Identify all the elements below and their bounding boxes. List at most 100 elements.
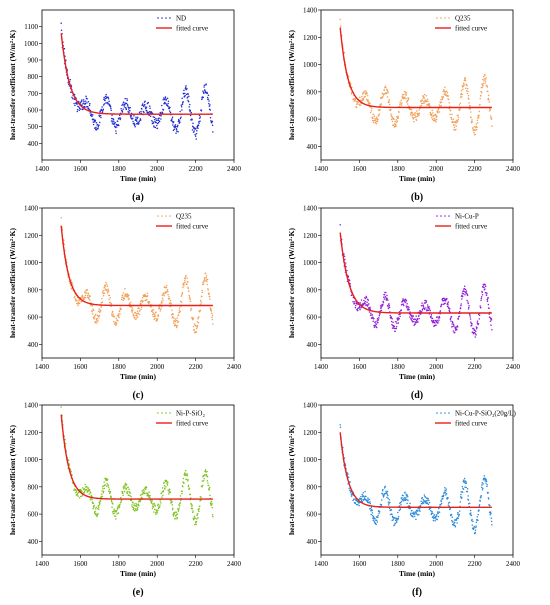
- data-point: [468, 98, 470, 100]
- data-point: [487, 94, 490, 97]
- data-point: [348, 278, 350, 281]
- data-point: [463, 84, 465, 86]
- data-point: [132, 313, 134, 315]
- data-point: [436, 115, 438, 117]
- data-point: [440, 305, 442, 308]
- data-point: [184, 281, 186, 283]
- data-point: [177, 124, 179, 127]
- y-tick-label: 800: [307, 483, 318, 491]
- data-point: [189, 109, 192, 112]
- data-point: [113, 508, 115, 510]
- data-point: [412, 516, 414, 518]
- data-point: [404, 96, 406, 98]
- data-point: [209, 494, 211, 497]
- y-tick-label: 700: [28, 90, 39, 98]
- data-point: [193, 515, 196, 518]
- data-point: [207, 94, 210, 96]
- data-point: [437, 108, 440, 110]
- data-point: [464, 76, 466, 79]
- y-tick-label: 1200: [24, 232, 39, 240]
- data-point: [370, 509, 372, 512]
- data-point: [80, 495, 82, 498]
- data-point: [378, 114, 380, 117]
- x-tick-label: 1800: [391, 560, 406, 568]
- data-point: [155, 121, 157, 124]
- data-point: [447, 304, 449, 306]
- data-point: [134, 124, 136, 126]
- data-point: [425, 100, 428, 102]
- data-point: [415, 315, 417, 317]
- data-point: [384, 296, 387, 298]
- data-point: [133, 122, 136, 125]
- data-point: [366, 98, 368, 101]
- data-point: [202, 283, 205, 285]
- data-point: [482, 82, 485, 85]
- data-point: [174, 124, 177, 126]
- data-point: [211, 120, 214, 123]
- data-point: [110, 120, 113, 122]
- data-point: [444, 494, 447, 496]
- data-point: [362, 93, 364, 95]
- data-point: [377, 321, 379, 324]
- data-point: [159, 310, 162, 312]
- data-point: [127, 486, 129, 489]
- data-point: [397, 117, 400, 119]
- data-point: [63, 47, 66, 50]
- data-point: [204, 469, 207, 471]
- data-point: [119, 117, 122, 119]
- legend-marker: [436, 215, 438, 217]
- data-point: [125, 293, 127, 295]
- data-point: [475, 526, 477, 529]
- data-point: [360, 497, 362, 500]
- data-point: [375, 118, 377, 121]
- data-point: [114, 323, 116, 325]
- data-point: [480, 496, 482, 499]
- data-point: [365, 495, 367, 498]
- data-point: [205, 277, 207, 279]
- data-point: [367, 99, 370, 101]
- data-point: [165, 286, 168, 289]
- data-point: [412, 315, 415, 317]
- data-point: [442, 97, 444, 99]
- data-point: [428, 501, 431, 504]
- data-point: [175, 125, 177, 128]
- data-point: [153, 313, 156, 316]
- data-point: [168, 295, 170, 298]
- data-point: [138, 307, 140, 310]
- data-point: [174, 517, 176, 520]
- data-point: [200, 499, 202, 502]
- data-point: [207, 484, 210, 487]
- data-point: [148, 110, 151, 113]
- data-point: [410, 317, 412, 320]
- data-point: [412, 118, 415, 120]
- data-point: [141, 103, 144, 105]
- data-point: [138, 504, 140, 507]
- data-point: [178, 504, 181, 507]
- data-point: [161, 112, 164, 114]
- data-point: [211, 314, 214, 317]
- data-point: [478, 110, 481, 113]
- data-point: [181, 97, 183, 100]
- data-point: [375, 523, 377, 526]
- scatter-series: [60, 406, 214, 526]
- data-point: [466, 92, 469, 95]
- x-tick-label: 1800: [112, 363, 127, 371]
- data-point: [163, 481, 165, 484]
- data-point: [421, 99, 424, 102]
- data-point: [373, 520, 376, 523]
- data-point: [388, 98, 391, 101]
- data-point: [447, 95, 450, 97]
- data-point: [102, 490, 105, 493]
- data-point: [183, 482, 185, 484]
- data-point: [435, 120, 437, 123]
- data-point: [107, 486, 110, 488]
- data-point: [481, 86, 483, 89]
- data-point: [86, 489, 88, 491]
- data-point: [379, 103, 381, 105]
- data-point: [175, 128, 178, 131]
- data-point: [173, 128, 176, 131]
- panel-label: (d): [411, 390, 423, 401]
- data-point: [97, 125, 100, 128]
- legend-marker: [448, 412, 450, 414]
- data-point: [480, 495, 483, 497]
